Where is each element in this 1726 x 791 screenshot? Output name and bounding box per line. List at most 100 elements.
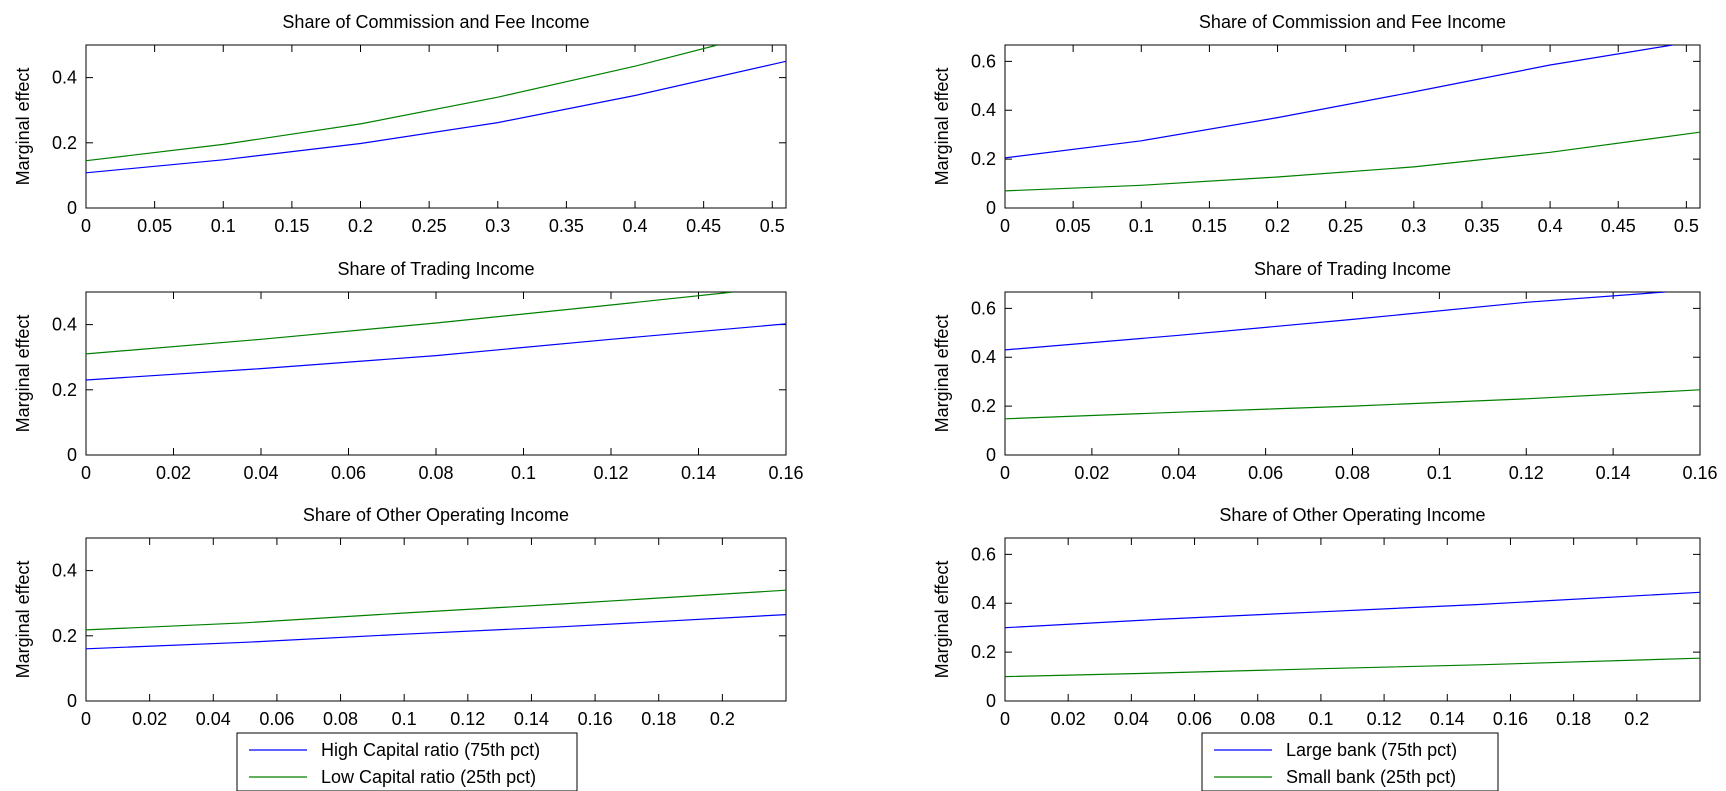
x-tick-label: 0.08 [323, 709, 358, 729]
y-tick-label: 0.4 [971, 347, 996, 367]
y-axis-label: Marginal effect [13, 315, 33, 433]
x-tick-label: 0.1 [392, 709, 417, 729]
x-tick-label: 0.04 [196, 709, 231, 729]
axes-box [1004, 291, 1701, 456]
y-axis-label: Marginal effect [13, 68, 33, 186]
x-tick-label: 0.1 [211, 216, 236, 236]
y-axis-label: Marginal effect [932, 315, 952, 433]
x-tick-label: 0.3 [485, 216, 510, 236]
x-tick-label: 0.2 [1265, 216, 1290, 236]
x-tick-label: 0.12 [450, 709, 485, 729]
x-tick-label: 0 [1000, 216, 1010, 236]
legend-box [1201, 732, 1499, 791]
series-line-a [86, 60, 786, 174]
x-tick-label: 0.16 [1493, 709, 1528, 729]
y-tick-label: 0 [986, 691, 996, 711]
y-tick-label: 0.4 [52, 315, 77, 335]
x-tick-label: 0.5 [760, 216, 785, 236]
x-tick-label: 0.14 [1430, 709, 1465, 729]
x-tick-label: 0.14 [681, 463, 716, 483]
legend-label: Large bank (75th pct) [1286, 740, 1457, 760]
chart-title: Share of Commission and Fee Income [1199, 12, 1506, 32]
x-tick-label: 0.04 [243, 463, 278, 483]
x-tick-label: 0 [81, 463, 91, 483]
x-tick-label: 0.08 [1335, 463, 1370, 483]
y-tick-label: 0.2 [971, 642, 996, 662]
x-tick-label: 0.02 [156, 463, 191, 483]
chart-title: Share of Other Operating Income [303, 505, 569, 525]
x-tick-label: 0.14 [1596, 463, 1631, 483]
x-tick-label: 0 [1000, 463, 1010, 483]
chart-title: Share of Commission and Fee Income [282, 12, 589, 32]
series-line-a [1005, 45, 1673, 159]
x-tick-label: 0.2 [710, 709, 735, 729]
x-tick-label: 0.18 [1556, 709, 1591, 729]
series-line-a [1005, 591, 1700, 629]
x-tick-label: 0.2 [1624, 709, 1649, 729]
x-tick-label: 0.1 [511, 463, 536, 483]
x-tick-label: 0.12 [593, 463, 628, 483]
x-tick-label: 0.15 [274, 216, 309, 236]
x-tick-label: 0.35 [549, 216, 584, 236]
x-tick-label: 0.05 [1056, 216, 1091, 236]
y-axis-label: Marginal effect [13, 561, 33, 679]
x-tick-label: 0.18 [641, 709, 676, 729]
series-line-a [86, 323, 786, 381]
x-tick-label: 0.12 [1367, 709, 1402, 729]
x-tick-label: 0.16 [768, 463, 803, 483]
x-tick-label: 0.1 [1129, 216, 1154, 236]
x-tick-label: 0.25 [412, 216, 447, 236]
x-tick-label: 0.16 [1682, 463, 1717, 483]
y-tick-label: 0.4 [971, 593, 996, 613]
series-line-b [1005, 389, 1700, 420]
series-line-a [86, 614, 786, 650]
y-tick-label: 0.6 [971, 51, 996, 71]
x-tick-label: 0.15 [1192, 216, 1227, 236]
x-tick-label: 0.1 [1427, 463, 1452, 483]
x-tick-label: 0.06 [1177, 709, 1212, 729]
y-tick-label: 0.2 [971, 396, 996, 416]
x-tick-label: 0.12 [1509, 463, 1544, 483]
y-tick-label: 0 [986, 445, 996, 465]
y-tick-label: 0 [67, 198, 77, 218]
axes-box [1004, 537, 1701, 702]
y-tick-label: 0.2 [52, 133, 77, 153]
legend-label: Small bank (25th pct) [1286, 767, 1456, 787]
y-tick-label: 0.2 [52, 380, 77, 400]
chart-title: Share of Other Operating Income [1219, 505, 1485, 525]
chart-title: Share of Trading Income [1254, 259, 1451, 279]
x-tick-label: 0.02 [132, 709, 167, 729]
series-line-b [1005, 131, 1700, 192]
chart-panel-2: Share of Commission and Fee Income Margin… [932, 12, 1701, 236]
y-tick-label: 0.4 [971, 100, 996, 120]
y-axis-label: Marginal effect [932, 68, 952, 186]
x-tick-label: 0.08 [418, 463, 453, 483]
x-tick-label: 0.05 [137, 216, 172, 236]
x-tick-label: 0.16 [578, 709, 613, 729]
y-tick-label: 0.2 [971, 149, 996, 169]
x-tick-label: 0.06 [331, 463, 366, 483]
x-tick-label: 0.1 [1308, 709, 1333, 729]
x-tick-label: 0.45 [686, 216, 721, 236]
x-tick-label: 0.3 [1401, 216, 1426, 236]
x-tick-label: 0.25 [1328, 216, 1363, 236]
chart-panel-5: Share of Other Operating Income Marginal … [13, 505, 787, 729]
y-tick-label: 0.4 [52, 68, 77, 88]
axes-box [1004, 44, 1701, 209]
y-tick-label: 0.2 [52, 626, 77, 646]
series-line-b [86, 589, 786, 631]
series-line-b [1005, 657, 1700, 678]
y-tick-label: 0 [67, 691, 77, 711]
axes-box [85, 537, 787, 702]
y-tick-label: 0.6 [971, 298, 996, 318]
x-tick-label: 0.2 [348, 216, 373, 236]
y-axis-label: Marginal effect [932, 561, 952, 679]
x-tick-label: 0.04 [1161, 463, 1196, 483]
legend-right: Large bank (75th pct) Small bank (25th pc… [1201, 732, 1499, 791]
x-tick-label: 0.4 [1538, 216, 1563, 236]
x-tick-label: 0 [81, 216, 91, 236]
series-line-b [86, 45, 718, 162]
legend-left: High Capital ratio (75th pct) Low Capital… [236, 732, 578, 791]
